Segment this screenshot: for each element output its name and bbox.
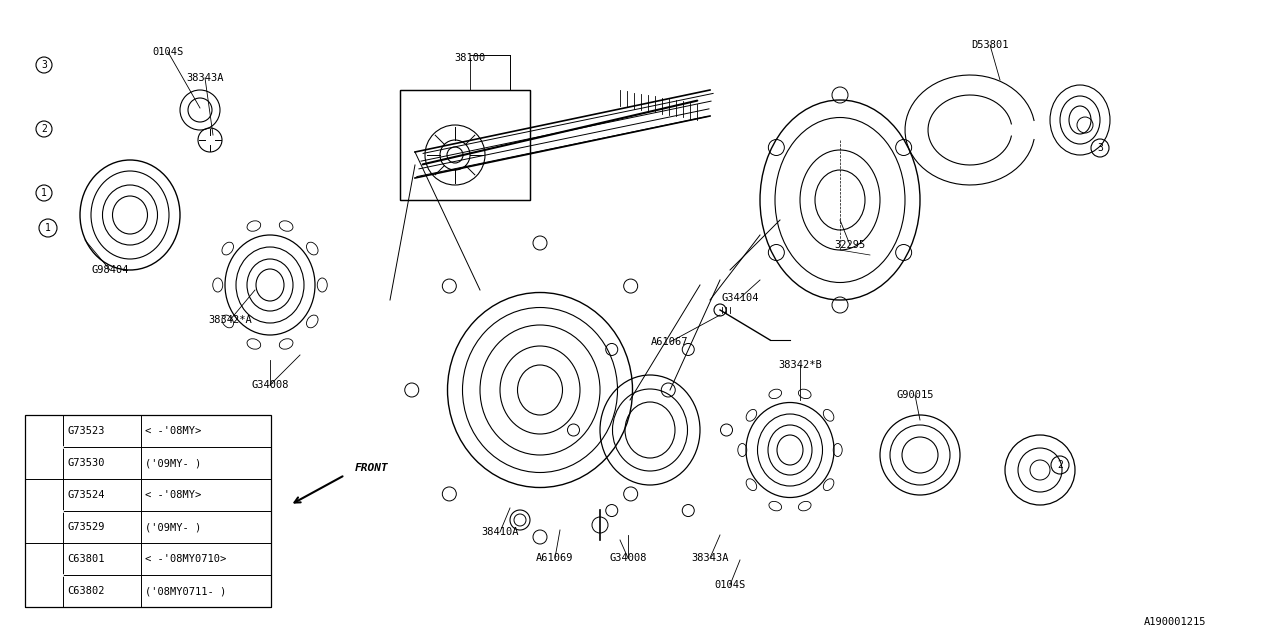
Text: G73523: G73523 [67, 426, 105, 436]
Text: G34008: G34008 [251, 380, 289, 390]
Text: 38343A: 38343A [691, 553, 728, 563]
Text: G73524: G73524 [67, 490, 105, 500]
Text: 38100: 38100 [454, 53, 485, 63]
Text: ('08MY0711- ): ('08MY0711- ) [145, 586, 227, 596]
Text: 0104S: 0104S [152, 47, 183, 57]
Text: 2: 2 [1057, 460, 1062, 470]
Text: ('09MY- ): ('09MY- ) [145, 522, 201, 532]
Text: C63802: C63802 [67, 586, 105, 596]
Text: D53801: D53801 [972, 40, 1009, 50]
Text: G73529: G73529 [67, 522, 105, 532]
Text: 2: 2 [41, 124, 47, 134]
Text: G98404: G98404 [91, 265, 129, 275]
Text: < -'08MY0710>: < -'08MY0710> [145, 554, 227, 564]
Text: < -'08MY>: < -'08MY> [145, 426, 201, 436]
Text: 38342*A: 38342*A [209, 315, 252, 325]
Text: 0104S: 0104S [714, 580, 746, 590]
Text: A61069: A61069 [536, 553, 573, 563]
Text: 32295: 32295 [835, 240, 865, 250]
Text: 3: 3 [41, 60, 47, 70]
Text: 38342*B: 38342*B [778, 360, 822, 370]
Bar [26, 415, 271, 607]
Text: G34104: G34104 [721, 293, 759, 303]
Text: G90015: G90015 [896, 390, 933, 400]
Text: FRONT: FRONT [355, 463, 389, 473]
Text: 1: 1 [45, 223, 51, 233]
Text: A61067: A61067 [652, 337, 689, 347]
Text: 1: 1 [41, 188, 47, 198]
Bar [401, 90, 530, 200]
Text: ('09MY- ): ('09MY- ) [145, 458, 201, 468]
Text: < -'08MY>: < -'08MY> [145, 490, 201, 500]
Text: 38343A: 38343A [187, 73, 224, 83]
Text: G73530: G73530 [67, 458, 105, 468]
Text: A190001215: A190001215 [1144, 617, 1206, 627]
Text: G34008: G34008 [609, 553, 646, 563]
Text: 3: 3 [1097, 143, 1103, 153]
Bar [401, 90, 530, 200]
Text: C63801: C63801 [67, 554, 105, 564]
Text: 38410A: 38410A [481, 527, 518, 537]
